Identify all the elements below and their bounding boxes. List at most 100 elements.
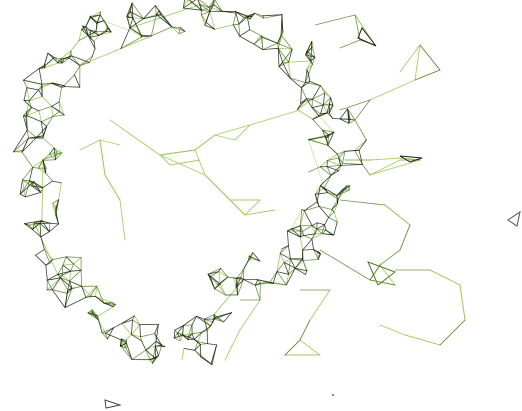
- graph-edge: [85, 285, 98, 298]
- graph-edge: [279, 248, 283, 255]
- graph-edge: [41, 220, 50, 233]
- graph-edge: [191, 333, 195, 340]
- graph-edge: [154, 5, 160, 12]
- graph-edge: [207, 271, 220, 275]
- graph-edge: [57, 58, 62, 64]
- graph-edge: [346, 185, 350, 191]
- graph-edge: [244, 199, 261, 216]
- graph-edge: [249, 29, 262, 37]
- graph-edge: [30, 107, 40, 112]
- graph-edge: [38, 67, 46, 69]
- graph-edge: [306, 60, 312, 70]
- graph-edge: [197, 341, 208, 345]
- graph-edge: [21, 179, 30, 182]
- graph-edge: [99, 14, 105, 22]
- graph-edge: [44, 57, 55, 67]
- graph-edge: [103, 302, 107, 304]
- graph-edge: [342, 150, 346, 164]
- graph-edge: [348, 185, 351, 191]
- graph-edge: [308, 166, 321, 173]
- graph-edge: [81, 285, 87, 298]
- graph-edge: [173, 332, 178, 339]
- graph-edge: [341, 185, 348, 191]
- graph-edge: [21, 151, 34, 168]
- graph-edge: [213, 314, 216, 318]
- outlier-triangle: [104, 399, 122, 409]
- graph-edge: [283, 258, 291, 263]
- graph-edge: [130, 334, 142, 342]
- graph-edge: [311, 238, 315, 250]
- graph-edge: [68, 57, 81, 66]
- graph-edge: [194, 134, 216, 151]
- graph-edge: [149, 357, 156, 361]
- graph-edge: [326, 160, 342, 166]
- graph-edge: [354, 99, 371, 121]
- graph-edge: [331, 209, 335, 213]
- graph-edge: [81, 285, 91, 297]
- graph-edge: [41, 121, 48, 127]
- graph-edge: [131, 349, 147, 361]
- graph-edge: [51, 105, 65, 116]
- graph-edge: [314, 14, 356, 26]
- graph-edge: [283, 261, 290, 275]
- graph-edge: [64, 287, 73, 309]
- graph-edge: [169, 159, 201, 166]
- graph-edge: [24, 223, 33, 230]
- graph-edge: [324, 224, 327, 231]
- graph-edge: [429, 269, 461, 286]
- graph-edge: [187, 333, 193, 338]
- graph-edge: [336, 185, 351, 197]
- graph-edge: [120, 27, 131, 50]
- graph-edge: [327, 192, 339, 200]
- graph-edge: [129, 18, 144, 29]
- graph-edge: [208, 6, 211, 12]
- graph-edge: [277, 47, 293, 50]
- graph-edge: [70, 263, 74, 272]
- graph-edge: [126, 11, 131, 17]
- graph-edge: [338, 150, 346, 159]
- graph-edge: [44, 248, 51, 264]
- graph-edge: [177, 332, 184, 336]
- graph-edge: [91, 309, 98, 317]
- graph-edge: [38, 89, 43, 97]
- graph-edge: [183, 347, 196, 351]
- graph-edge: [303, 201, 318, 212]
- graph-edge: [308, 63, 313, 75]
- graph-edge: [369, 79, 416, 101]
- graph-edge: [276, 271, 290, 275]
- graph-edge: [182, 0, 189, 9]
- graph-edge: [311, 107, 320, 117]
- graph-edge: [201, 325, 212, 333]
- graph-edge: [19, 181, 35, 195]
- graph-edge: [286, 225, 301, 232]
- graph-edge: [69, 280, 73, 289]
- graph-edge: [97, 315, 103, 334]
- graph-edge: [69, 269, 82, 282]
- graph-edge: [87, 309, 93, 314]
- graph-edge: [316, 222, 318, 230]
- graph-edge: [246, 16, 251, 31]
- graph-edge: [154, 333, 163, 346]
- graph-edge: [191, 331, 203, 335]
- graph-edge: [322, 97, 332, 106]
- graph-edge: [51, 101, 60, 107]
- graph-edge: [239, 35, 255, 45]
- graph-edge: [182, 7, 203, 11]
- graph-edge: [23, 99, 32, 108]
- graph-edge: [101, 332, 108, 340]
- graph-edge: [155, 14, 173, 28]
- graph-edge: [45, 259, 53, 266]
- graph-edge: [286, 230, 289, 247]
- graph-edge: [327, 144, 338, 155]
- graph-edge: [187, 324, 193, 338]
- graph-edge: [132, 17, 144, 20]
- graph-edge: [130, 319, 133, 335]
- graph-edge: [62, 264, 71, 272]
- graph-edge: [299, 236, 304, 251]
- graph-edge: [310, 41, 313, 62]
- graph-edge: [214, 0, 223, 12]
- graph-edge: [284, 339, 301, 356]
- graph-edge: [95, 295, 104, 304]
- stray-dot: [332, 394, 334, 396]
- graph-edge: [219, 283, 226, 296]
